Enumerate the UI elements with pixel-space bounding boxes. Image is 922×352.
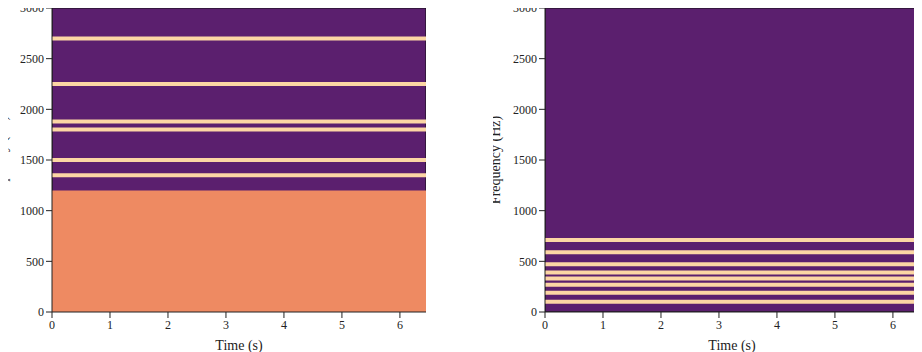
svg-text:0: 0 [38,305,44,319]
svg-text:2500: 2500 [513,52,537,66]
svg-text:Frequency (Hz): Frequency (Hz) [493,116,504,205]
svg-text:1000: 1000 [20,204,44,218]
svg-text:5: 5 [832,318,838,332]
svg-text:1: 1 [107,318,113,332]
svg-text:3: 3 [223,318,229,332]
svg-text:2000: 2000 [20,103,44,117]
svg-text:0: 0 [49,318,55,332]
svg-text:4: 4 [281,318,287,332]
svg-text:4: 4 [774,318,780,332]
svg-text:2000: 2000 [513,103,537,117]
svg-text:3: 3 [716,318,722,332]
svg-text:1500: 1500 [20,153,44,167]
svg-text:500: 500 [26,255,44,269]
svg-text:3000: 3000 [513,8,537,15]
svg-text:2500: 2500 [20,52,44,66]
svg-text:3000: 3000 [20,8,44,15]
svg-text:2: 2 [658,318,664,332]
svg-text:6: 6 [890,318,896,332]
svg-text:Time (s): Time (s) [708,338,756,352]
svg-text:5: 5 [339,318,345,332]
svg-text:Time (s): Time (s) [215,338,263,352]
svg-text:1500: 1500 [513,153,537,167]
svg-text:500: 500 [519,255,537,269]
svg-text:2: 2 [165,318,171,332]
svg-text:6: 6 [397,318,403,332]
svg-text:1000: 1000 [513,204,537,218]
svg-text:1: 1 [600,318,606,332]
svg-text:0: 0 [542,318,548,332]
svg-text:0: 0 [531,305,537,319]
svg-text:Frequency (Hz): Frequency (Hz) [8,116,11,205]
